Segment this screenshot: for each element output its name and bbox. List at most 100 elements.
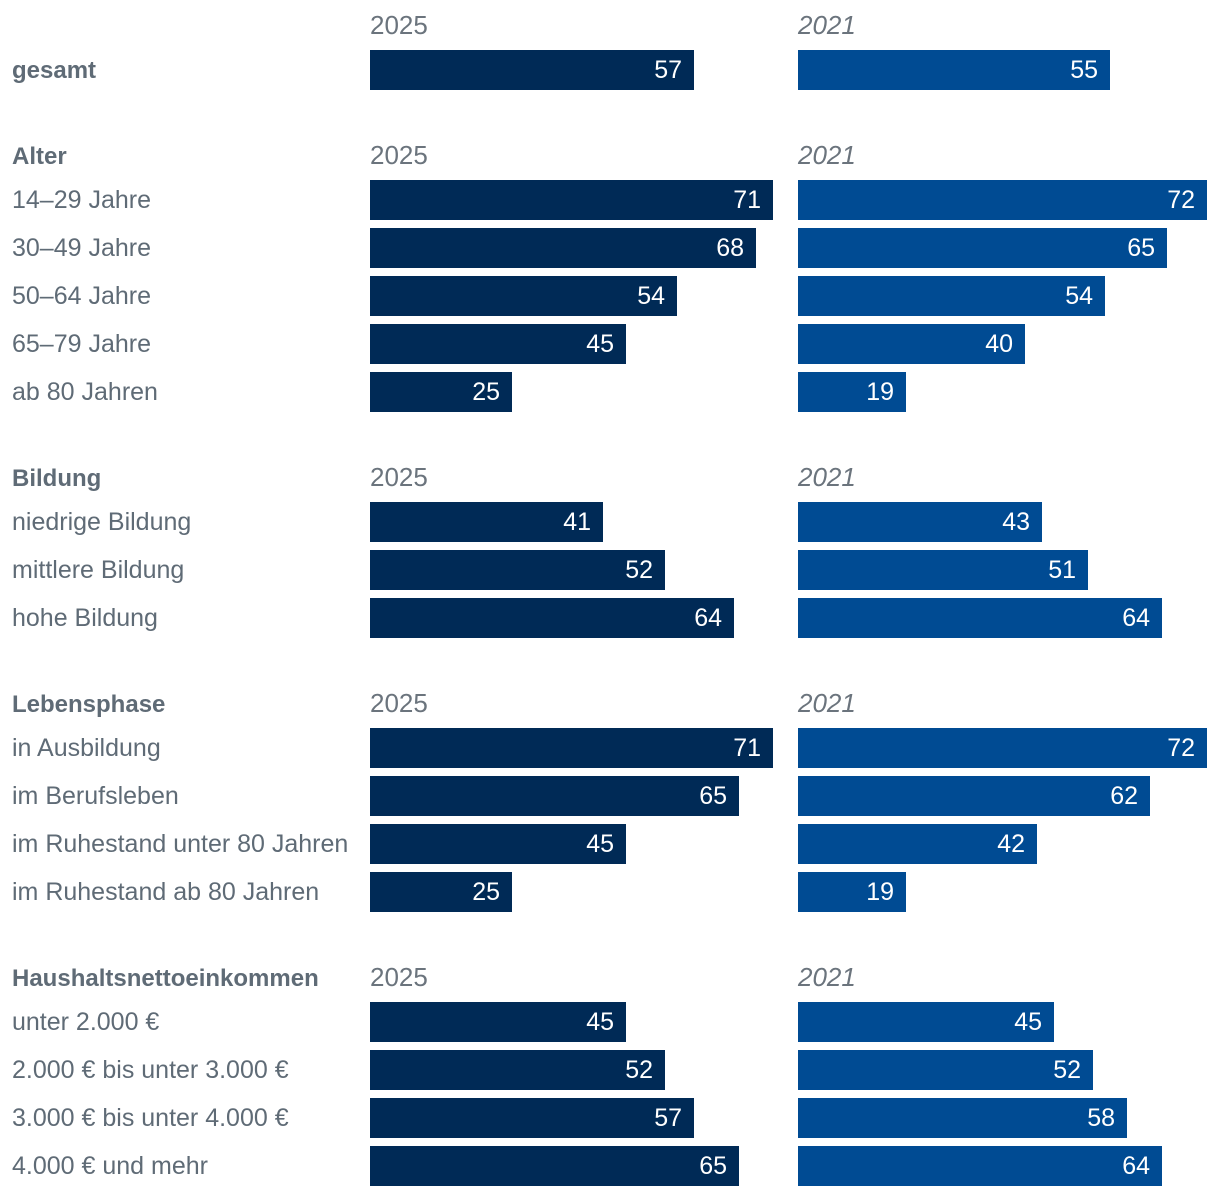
- bar-mittlere-bildung-2021: [798, 550, 1088, 590]
- value-label-unter-2-000-eur-2021: 45: [1014, 1008, 1042, 1036]
- group-heading-haushaltsnettoeinkommen: Haushaltsnettoeinkommen: [12, 965, 319, 992]
- value-label-3-000-eur-bis-unter-4-000-eur-2025: 57: [654, 1104, 682, 1132]
- value-label-mittlere-bildung-2025: 52: [625, 556, 653, 584]
- value-label-3-000-eur-bis-unter-4-000-eur-2021: 58: [1087, 1104, 1115, 1132]
- group-heading-gesamt: gesamt: [12, 57, 96, 84]
- bar-ab-80-jahren-2021: [798, 372, 906, 412]
- value-label-30-49-jahre-2021: 65: [1127, 234, 1155, 262]
- category-label-mittlere-bildung: mittlere Bildung: [12, 556, 184, 584]
- bar-mittlere-bildung-2025: [370, 550, 665, 590]
- bar-14-29-jahre-2021: [798, 180, 1207, 220]
- bar-4-000-eur-und-mehr-2021: [798, 1146, 1162, 1186]
- value-label-im-berufsleben-2021: 62: [1110, 782, 1138, 810]
- year-label-lebensphase-2025: 2025: [370, 688, 428, 718]
- group-heading-lebensphase: Lebensphase: [12, 691, 165, 718]
- year-label-bildung-2025: 2025: [370, 462, 428, 492]
- bar-im-berufsleben-2025: [370, 776, 739, 816]
- value-label-65-79-jahre-2025: 45: [586, 330, 614, 358]
- bar-hohe-bildung-2021: [798, 598, 1162, 638]
- bar-unter-2-000-eur-2025: [370, 1002, 626, 1042]
- value-label-30-49-jahre-2025: 68: [716, 234, 744, 262]
- bar-im-ruhestand-ab-80-jahren-2021: [798, 872, 906, 912]
- value-label-4-000-eur-und-mehr-2021: 64: [1122, 1152, 1150, 1180]
- value-label-niedrige-bildung-2021: 43: [1002, 508, 1030, 536]
- bar-ab-80-jahren-2025: [370, 372, 512, 412]
- category-label-30-49-jahre: 30–49 Jahre: [12, 234, 151, 262]
- bar-14-29-jahre-2025: [370, 180, 773, 220]
- bar-50-64-jahre-2021: [798, 276, 1105, 316]
- value-label-im-berufsleben-2025: 65: [699, 782, 727, 810]
- value-label-2-000-eur-bis-unter-3-000-eur-2025: 52: [625, 1056, 653, 1084]
- value-label-im-ruhestand-unter-80-jahren-2025: 45: [586, 830, 614, 858]
- year-label-alter-2021: 2021: [797, 140, 856, 170]
- year-label-bildung-2021: 2021: [797, 462, 856, 492]
- value-label-in-ausbildung-2025: 71: [733, 734, 761, 762]
- value-label-65-79-jahre-2021: 40: [985, 330, 1013, 358]
- bar-3-000-eur-bis-unter-4-000-eur-2025: [370, 1098, 694, 1138]
- value-label-hohe-bildung-2025: 64: [694, 604, 722, 632]
- value-label-mittlere-bildung-2021: 51: [1048, 556, 1076, 584]
- value-label-gesamt-2025: 57: [654, 56, 682, 84]
- bar-gesamt-2021: [798, 50, 1110, 90]
- category-label-ab-80-jahren: ab 80 Jahren: [12, 378, 158, 406]
- bar-in-ausbildung-2025: [370, 728, 773, 768]
- value-label-gesamt-2021: 55: [1070, 56, 1098, 84]
- bar-2-000-eur-bis-unter-3-000-eur-2025: [370, 1050, 665, 1090]
- category-label-im-ruhestand-unter-80-jahren: im Ruhestand unter 80 Jahren: [12, 830, 348, 858]
- bar-im-ruhestand-unter-80-jahren-2025: [370, 824, 626, 864]
- value-label-14-29-jahre-2025: 71: [733, 186, 761, 214]
- category-label-4-000-eur-und-mehr: 4.000 € und mehr: [12, 1152, 208, 1180]
- category-label-in-ausbildung: in Ausbildung: [12, 734, 161, 762]
- category-label-14-29-jahre: 14–29 Jahre: [12, 186, 151, 214]
- category-label-50-64-jahre: 50–64 Jahre: [12, 282, 151, 310]
- value-label-in-ausbildung-2021: 72: [1167, 734, 1195, 762]
- bar-unter-2-000-eur-2021: [798, 1002, 1054, 1042]
- category-label-3-000-eur-bis-unter-4-000-eur: 3.000 € bis unter 4.000 €: [12, 1104, 289, 1132]
- bar-im-berufsleben-2021: [798, 776, 1150, 816]
- value-label-im-ruhestand-ab-80-jahren-2021: 19: [866, 878, 894, 906]
- value-label-50-64-jahre-2021: 54: [1065, 282, 1093, 310]
- year-label-alter-2025: 2025: [370, 140, 428, 170]
- group-heading-bildung: Bildung: [12, 465, 101, 492]
- bar-im-ruhestand-ab-80-jahren-2025: [370, 872, 512, 912]
- value-label-ab-80-jahren-2021: 19: [866, 378, 894, 406]
- value-label-ab-80-jahren-2025: 25: [472, 378, 500, 406]
- bar-im-ruhestand-unter-80-jahren-2021: [798, 824, 1037, 864]
- bar-30-49-jahre-2021: [798, 228, 1167, 268]
- group-heading-alter: Alter: [12, 143, 67, 170]
- value-label-4-000-eur-und-mehr-2025: 65: [699, 1152, 727, 1180]
- value-label-14-29-jahre-2021: 72: [1167, 186, 1195, 214]
- category-label-65-79-jahre: 65–79 Jahre: [12, 330, 151, 358]
- value-label-unter-2-000-eur-2025: 45: [586, 1008, 614, 1036]
- bar-50-64-jahre-2025: [370, 276, 677, 316]
- bar-in-ausbildung-2021: [798, 728, 1207, 768]
- value-label-im-ruhestand-ab-80-jahren-2025: 25: [472, 878, 500, 906]
- value-label-im-ruhestand-unter-80-jahren-2021: 42: [997, 830, 1025, 858]
- bar-65-79-jahre-2021: [798, 324, 1025, 364]
- bar-gesamt-2025: [370, 50, 694, 90]
- value-label-niedrige-bildung-2025: 41: [563, 508, 591, 536]
- category-label-niedrige-bildung: niedrige Bildung: [12, 508, 191, 536]
- bar-niedrige-bildung-2021: [798, 502, 1042, 542]
- year-label-gesamt-2025: 2025: [370, 10, 428, 40]
- value-label-hohe-bildung-2021: 64: [1122, 604, 1150, 632]
- bar-hohe-bildung-2025: [370, 598, 734, 638]
- bar-30-49-jahre-2025: [370, 228, 756, 268]
- year-label-haushaltsnettoeinkommen-2021: 2021: [797, 962, 856, 992]
- bar-2-000-eur-bis-unter-3-000-eur-2021: [798, 1050, 1093, 1090]
- year-label-gesamt-2021: 2021: [797, 10, 856, 40]
- year-label-lebensphase-2021: 2021: [797, 688, 856, 718]
- bar-4-000-eur-und-mehr-2025: [370, 1146, 739, 1186]
- category-label-unter-2-000-eur: unter 2.000 €: [12, 1008, 159, 1036]
- category-label-hohe-bildung: hohe Bildung: [12, 604, 158, 632]
- category-label-im-ruhestand-ab-80-jahren: im Ruhestand ab 80 Jahren: [12, 878, 319, 906]
- bar-niedrige-bildung-2025: [370, 502, 603, 542]
- category-label-2-000-eur-bis-unter-3-000-eur: 2.000 € bis unter 3.000 €: [12, 1056, 289, 1084]
- bar-3-000-eur-bis-unter-4-000-eur-2021: [798, 1098, 1127, 1138]
- category-label-im-berufsleben: im Berufsleben: [12, 782, 179, 810]
- value-label-2-000-eur-bis-unter-3-000-eur-2021: 52: [1053, 1056, 1081, 1084]
- bar-65-79-jahre-2025: [370, 324, 626, 364]
- value-label-50-64-jahre-2025: 54: [637, 282, 665, 310]
- year-label-haushaltsnettoeinkommen-2025: 2025: [370, 962, 428, 992]
